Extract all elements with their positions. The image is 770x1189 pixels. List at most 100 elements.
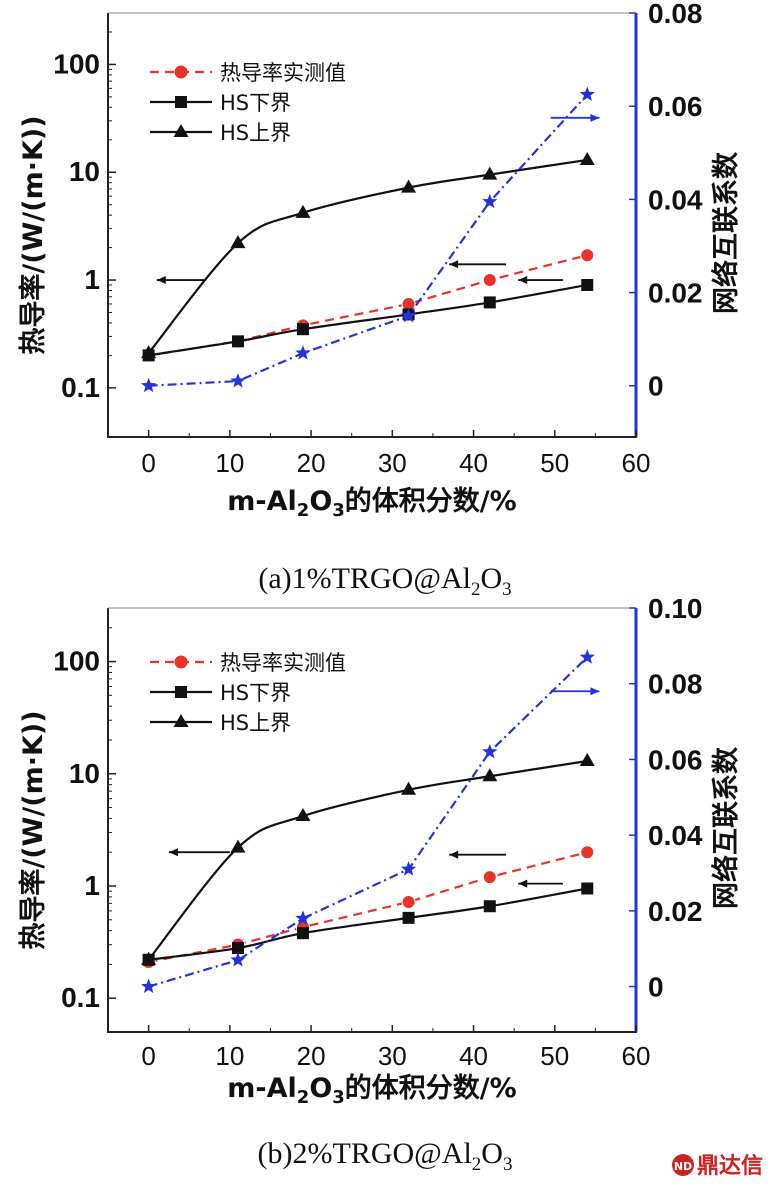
x-tick-label: 60 <box>622 448 651 478</box>
data-point-circle <box>580 845 595 860</box>
data-point-triangle <box>401 179 417 193</box>
data-point-star <box>141 978 157 994</box>
caption-part: (b)2%TRGO@Al <box>258 1137 472 1170</box>
x-tick-label: 0 <box>141 448 155 478</box>
x-axis-title-part: O <box>309 1073 332 1104</box>
legend-label: HS上界 <box>220 711 291 735</box>
x-tick-label: 40 <box>459 448 488 478</box>
data-point-square <box>296 927 309 940</box>
x-tick-label: 40 <box>459 1041 488 1071</box>
x-tick-label: 30 <box>378 448 407 478</box>
data-point-triangle <box>401 781 417 795</box>
y-right-tick-label: 0.10 <box>648 593 703 624</box>
series-line <box>147 158 588 354</box>
y-right-axis-title: 网络互联系数 <box>710 151 742 314</box>
y-left-tick-label: 0.1 <box>61 372 100 403</box>
y-right-tick-label: 0 <box>648 972 664 1003</box>
axis-indicator-arrowhead <box>449 260 459 269</box>
series-line <box>148 851 588 964</box>
series-line <box>148 283 588 357</box>
legend-marker-square <box>175 96 187 108</box>
data-point-circle <box>482 870 497 885</box>
caption-subscript: 3 <box>503 1154 513 1175</box>
data-point-star <box>400 861 417 876</box>
y-right-tick-label: 0.06 <box>648 91 703 122</box>
caption-part: O <box>480 562 502 595</box>
axis-indicator-arrowhead <box>449 850 459 859</box>
axis-indicator-arrowhead <box>518 879 528 888</box>
watermark-logo-text: ND <box>674 1160 692 1173</box>
data-point-square <box>483 296 496 309</box>
series-line <box>148 887 588 961</box>
y-right-tick-label: 0.04 <box>648 184 703 215</box>
y-left-tick-label: 100 <box>53 646 100 677</box>
data-point-triangle <box>141 951 157 965</box>
legend-marker-square <box>175 686 187 698</box>
x-axis-title-part: 的体积分数/% <box>345 1072 517 1104</box>
y-right-tick-label: 0.02 <box>648 278 703 309</box>
data-point-circle <box>482 273 497 288</box>
data-point-triangle <box>230 235 246 249</box>
y-right-tick-label: 0.08 <box>648 669 703 700</box>
caption-part: O <box>481 1137 503 1170</box>
data-point-circle <box>401 895 416 910</box>
figure-caption: (b)2%TRGO@Al2O3 <box>258 1137 513 1175</box>
y-left-tick-label: 1 <box>84 264 100 295</box>
legend-marker-circle <box>174 655 188 669</box>
x-tick-label: 0 <box>141 1041 155 1071</box>
data-point-star <box>579 86 595 102</box>
data-point-square <box>483 900 496 913</box>
data-point-star <box>295 345 311 360</box>
legend-label: HS下界 <box>220 681 291 705</box>
figure-caption: (a)1%TRGO@Al2O3 <box>258 562 511 600</box>
data-point-triangle <box>482 166 498 180</box>
data-point-triangle <box>295 204 311 218</box>
data-point-square <box>402 911 415 924</box>
watermark-logo-icon <box>672 1154 694 1176</box>
data-point-star <box>482 193 498 209</box>
x-tick-label: 50 <box>540 448 569 478</box>
y-left-tick-label: 1 <box>84 870 100 901</box>
y-left-axis-title: 热导率/(W/(m·K)) <box>17 710 49 949</box>
y-left-tick-label: 100 <box>53 48 100 79</box>
plot-frame <box>107 608 637 1033</box>
axis-indicator-arrowhead <box>518 276 528 285</box>
x-axis-title: m-Al2O3的体积分数/% <box>227 485 516 521</box>
data-point-square <box>231 335 244 348</box>
x-axis-title-subscript: 3 <box>332 1087 345 1108</box>
y-left-axis-title: 热导率/(W/(m·K)) <box>17 115 49 354</box>
data-point-triangle <box>141 345 157 359</box>
legend-label: HS下界 <box>220 91 291 115</box>
data-point-star <box>400 307 417 323</box>
x-tick-label: 20 <box>297 448 326 478</box>
data-point-triangle <box>579 752 595 766</box>
axis-indicator-arrowhead <box>590 687 600 696</box>
x-axis-title-subscript: 2 <box>297 500 310 521</box>
x-axis-title-subscript: 2 <box>297 1087 310 1108</box>
y-left-tick-label: 0.1 <box>61 982 100 1013</box>
x-axis-title: m-Al2O3的体积分数/% <box>227 1072 516 1108</box>
watermark: ND 鼎达信 <box>672 1153 763 1179</box>
y-right-tick-label: 0 <box>648 371 664 402</box>
data-point-triangle <box>482 768 498 782</box>
x-tick-label: 50 <box>540 1041 569 1071</box>
axis-indicator-arrowhead <box>168 848 178 857</box>
caption-subscript: 2 <box>471 579 481 600</box>
legend-label: 热导率实测值 <box>220 651 346 675</box>
y-right-tick-label: 0.04 <box>648 820 703 851</box>
x-axis-title-subscript: 3 <box>332 500 345 521</box>
x-tick-label: 10 <box>215 448 244 478</box>
x-axis-title-part: O <box>309 486 332 517</box>
y-right-tick-label: 0.02 <box>648 896 703 927</box>
data-point-square <box>296 323 309 336</box>
data-point-star <box>141 377 157 393</box>
caption-subscript: 3 <box>502 579 512 600</box>
caption-part: (a)1%TRGO@Al <box>258 562 471 595</box>
y-right-tick-label: 0.08 <box>648 0 703 29</box>
data-point-square <box>231 942 244 955</box>
data-point-triangle <box>230 839 246 853</box>
data-point-star <box>482 743 498 759</box>
plot-frame <box>107 13 637 438</box>
series-line <box>148 656 589 988</box>
data-point-star <box>579 649 595 664</box>
